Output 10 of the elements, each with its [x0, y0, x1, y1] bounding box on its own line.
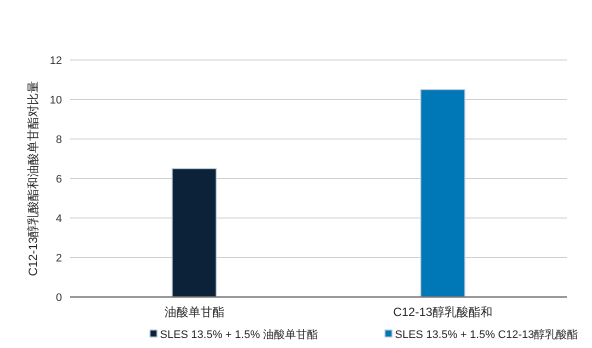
y-axis-title: C12-13醇乳酸酯和油酸单甘酯对比量 — [26, 80, 40, 276]
y-tick-label: 12 — [50, 55, 62, 67]
y-tick-label: 0 — [56, 292, 62, 304]
y-tick-label: 6 — [56, 174, 62, 186]
y-tick-label: 4 — [56, 213, 62, 225]
x-tick-label: C12-13醇乳酸酯和 — [393, 305, 492, 319]
y-tick-label: 2 — [56, 252, 62, 264]
y-tick-label: 8 — [56, 134, 62, 146]
x-tick-label: 油酸单甘酯 — [164, 305, 224, 319]
y-tick-label: 10 — [50, 94, 62, 106]
